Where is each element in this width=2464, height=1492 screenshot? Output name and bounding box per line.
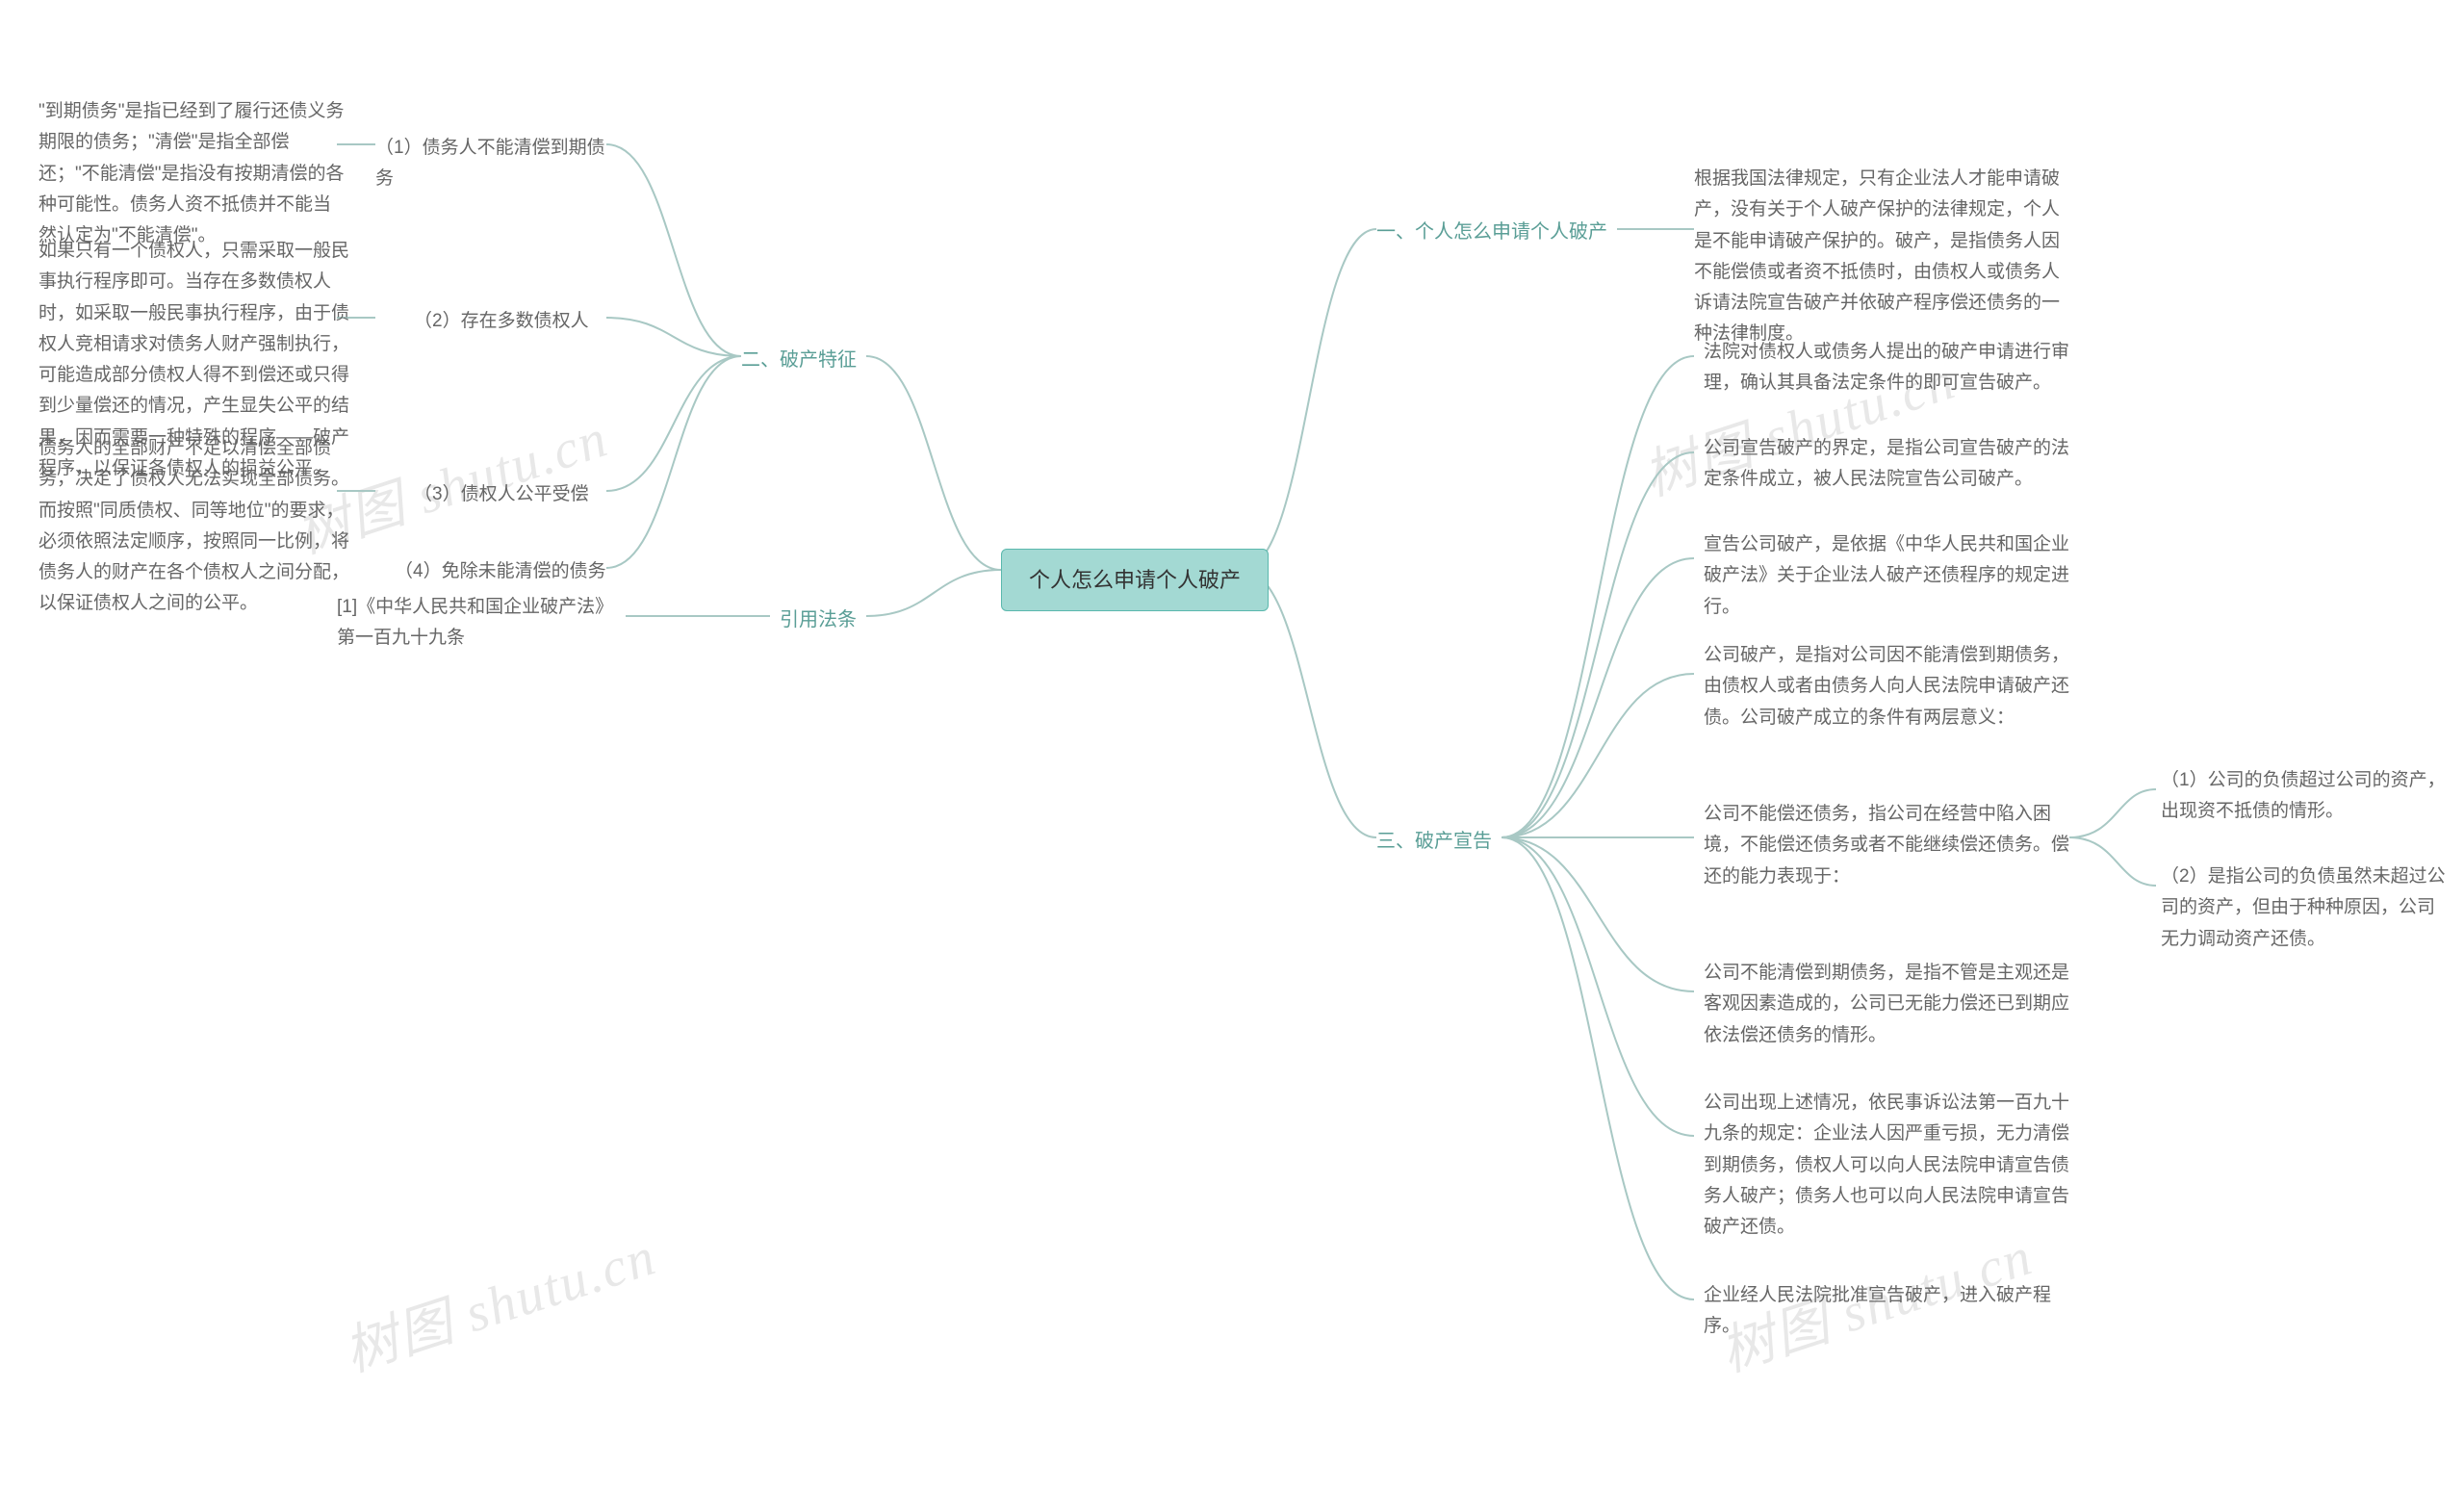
b2-c4: （4）免除未能清偿的债务 xyxy=(395,556,616,587)
root-label: 个人怎么申请个人破产 xyxy=(1029,568,1241,592)
b2-c1: （1）债务人不能清偿到期债务 xyxy=(375,133,616,195)
b3-item-5: 公司不能偿还债务，指公司在经营中陷入困境，不能偿还债务或者不能继续偿还债务。偿还… xyxy=(1704,799,2069,892)
branch-cite-label: 引用法条 xyxy=(780,609,857,630)
b3-item-1: 法院对债权人或债务人提出的破产申请进行审理，确认其具备法定条件的即可宣告破产。 xyxy=(1704,337,2069,399)
branch-1-desc: 根据我国法律规定，只有企业法人才能申请破产，没有关于个人破产保护的法律规定，个人… xyxy=(1694,164,2069,350)
b3-item-6: 公司不能清偿到期债务，是指不管是主观还是客观因素造成的，公司已无能力偿还已到期应… xyxy=(1704,958,2069,1051)
branch-2-label: 二、破产特征 xyxy=(741,349,857,371)
branch-cite[interactable]: 引用法条 xyxy=(780,605,857,635)
b3-item-8: 企业经人民法院批准宣告破产，进入破产程序。 xyxy=(1704,1280,2069,1343)
b2-c1-desc: "到期债务"是指已经到了履行还债义务期限的债务；"清偿"是指全部偿还；"不能清偿… xyxy=(38,96,346,251)
b2-c2: （2）存在多数债权人 xyxy=(414,306,616,337)
branch-3[interactable]: 三、破产宣告 xyxy=(1376,826,1492,857)
connectors xyxy=(0,0,2464,1492)
b2-c3: （3）债权人公平受偿 xyxy=(414,479,616,510)
b3-item-5a: （1）公司的负债超过公司的资产，出现资不抵债的情形。 xyxy=(2161,765,2450,828)
branch-1[interactable]: 一、个人怎么申请个人破产 xyxy=(1376,217,1607,247)
b3-item-7: 公司出现上述情况，依民事诉讼法第一百九十九条的规定：企业法人因严重亏损，无力清偿… xyxy=(1704,1088,2069,1243)
branch-2[interactable]: 二、破产特征 xyxy=(741,345,857,375)
b3-item-3: 宣告公司破产，是依据《中华人民共和国企业破产法》关于企业法人破产还债程序的规定进… xyxy=(1704,529,2069,623)
b3-item-5b: （2）是指公司的负债虽然未超过公司的资产，但由于种种原因，公司无力调动资产还债。 xyxy=(2161,862,2450,955)
root-node[interactable]: 个人怎么申请个人破产 xyxy=(1001,549,1269,611)
branch-1-label: 一、个人怎么申请个人破产 xyxy=(1376,221,1607,243)
b3-item-4: 公司破产，是指对公司因不能清偿到期债务，由债权人或者由债务人向人民法院申请破产还… xyxy=(1704,640,2069,733)
watermark: 树图 shutu.cn xyxy=(333,1213,665,1387)
mindmap-canvas: 树图 shutu.cn 树图 shutu.cn 树图 shutu.cn 树图 s… xyxy=(0,0,2464,1492)
branch-3-label: 三、破产宣告 xyxy=(1376,831,1492,852)
cite-desc: [1]《中华人民共和国企业破产法》 第一百九十九条 xyxy=(337,592,635,655)
b2-c3-desc: 债务人的全部财产不足以清偿全部债务，决定了债权人无法实现全部债务。而按照"同质债… xyxy=(38,433,356,620)
b3-item-2: 公司宣告破产的界定，是指公司宣告破产的法定条件成立，被人民法院宣告公司破产。 xyxy=(1704,433,2069,496)
